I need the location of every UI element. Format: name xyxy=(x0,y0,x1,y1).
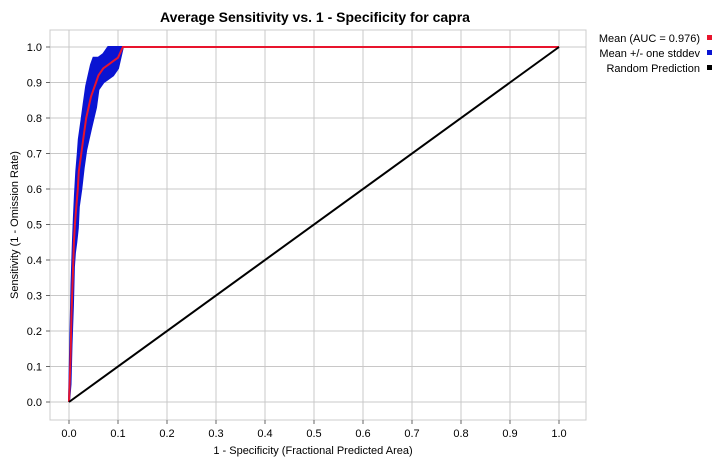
y-axis-label: Sensitivity (1 - Omission Rate) xyxy=(9,151,21,299)
stddev-band xyxy=(68,46,559,403)
x-tick-label: 0.6 xyxy=(355,428,370,440)
x-tick-label: 0.8 xyxy=(453,428,468,440)
legend-label: Random Prediction xyxy=(606,63,700,75)
y-tick-label: 0.5 xyxy=(27,220,42,232)
x-axis-label: 1 - Specificity (Fractional Predicted Ar… xyxy=(213,445,412,457)
legend-swatch xyxy=(707,50,712,55)
x-axis-ticks: 0.0 0.1 0.2 0.3 0.4 0.5 0.6 0.7 0.8 0.9 1.0 xyxy=(61,420,567,440)
random-prediction-line xyxy=(68,46,560,403)
y-tick-label: 0.9 xyxy=(27,78,42,90)
x-tick-label: 1.0 xyxy=(551,428,566,440)
y-tick-label: 0.8 xyxy=(27,113,42,125)
x-tick-label: 0.1 xyxy=(110,428,125,440)
legend-label: Mean (AUC = 0.976) xyxy=(599,33,700,45)
y-tick-label: 0.7 xyxy=(27,149,42,161)
legend-swatch xyxy=(707,35,712,40)
legend-swatch xyxy=(707,65,712,70)
legend-label: Mean +/- one stddev xyxy=(599,48,700,60)
x-tick-label: 0.7 xyxy=(404,428,419,440)
x-tick-label: 0.0 xyxy=(61,428,76,440)
legend: Mean (AUC = 0.976) Mean +/- one stddev Ran… xyxy=(599,33,712,75)
mean-roc-line xyxy=(68,46,559,403)
y-tick-label: 0.3 xyxy=(27,291,42,303)
y-tick-label: 0.1 xyxy=(27,362,42,374)
x-tick-label: 0.5 xyxy=(306,428,321,440)
y-tick-label: 0.6 xyxy=(27,184,42,196)
y-tick-label: 1.0 xyxy=(27,42,42,54)
x-tick-label: 0.3 xyxy=(208,428,223,440)
y-tick-label: 0.0 xyxy=(27,397,42,409)
x-tick-label: 0.2 xyxy=(159,428,174,440)
x-tick-label: 0.9 xyxy=(502,428,517,440)
y-tick-label: 0.2 xyxy=(27,326,42,338)
chart-title: Average Sensitivity vs. 1 - Specificity … xyxy=(160,9,470,25)
y-tick-label: 0.4 xyxy=(27,255,42,267)
x-tick-label: 0.4 xyxy=(257,428,272,440)
y-axis-ticks: 0.0 0.1 0.2 0.3 0.4 0.5 0.6 0.7 0.8 0.9 1.0 xyxy=(27,42,50,409)
